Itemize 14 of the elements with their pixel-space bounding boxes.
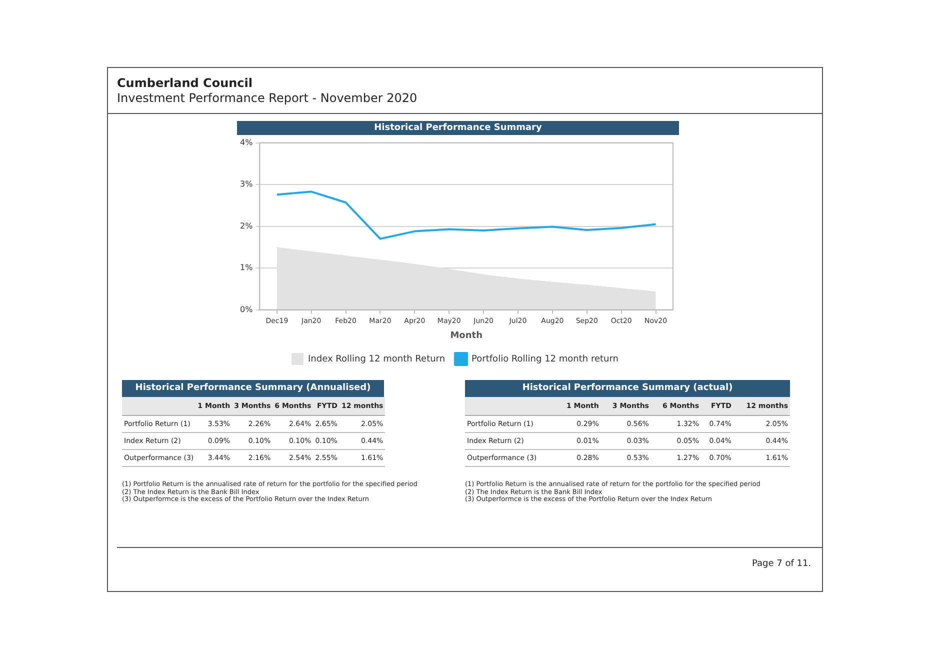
text: Cumberland Council bbox=[117, 76, 252, 90]
chart-title: Historical Performance Summary bbox=[237, 121, 679, 135]
legend-label: Portfolio Rolling 12 month return bbox=[472, 354, 618, 364]
y-tick-label: 2% bbox=[240, 221, 254, 230]
x-axis-title: Month bbox=[450, 330, 482, 341]
y-tick-label: 0% bbox=[240, 304, 254, 314]
text: Investment Performance Report - November 2020 bbox=[117, 91, 418, 105]
y-tick-label: 3% bbox=[240, 180, 254, 189]
legend-label: Index Rolling 12 month Return bbox=[308, 354, 446, 364]
y-tick-label: 1% bbox=[240, 263, 254, 272]
text: Historical Performance Summary (actual) bbox=[465, 380, 790, 397]
text: Page 7 of 11. bbox=[752, 559, 812, 569]
y-tick-label: 4% bbox=[240, 138, 254, 147]
text: Historical Performance Summary (Annualised) bbox=[122, 380, 384, 397]
